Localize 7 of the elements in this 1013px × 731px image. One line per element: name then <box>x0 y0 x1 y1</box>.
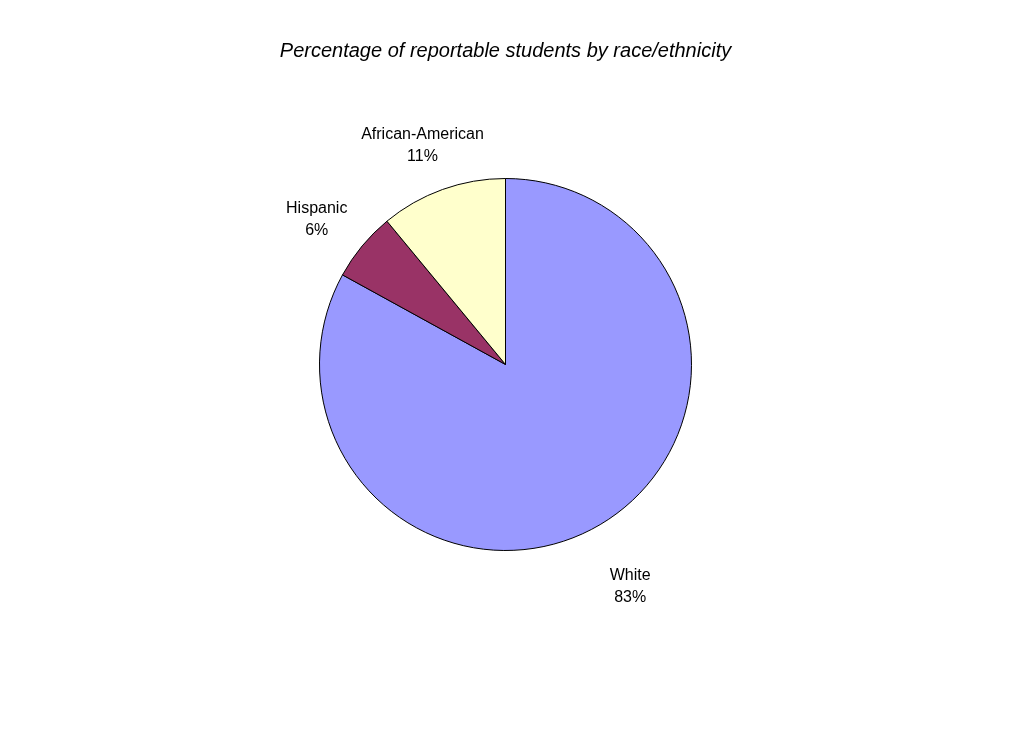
slice-label: African-American <box>361 124 484 142</box>
slice-label: Hispanic <box>286 199 348 217</box>
chart-title: Percentage of reportable students by race/ethnicity <box>279 39 733 61</box>
data-label: 6% <box>305 221 329 239</box>
data-label: 83% <box>614 588 647 606</box>
slice-label: White <box>609 566 651 584</box>
data-label: 11% <box>407 146 438 164</box>
